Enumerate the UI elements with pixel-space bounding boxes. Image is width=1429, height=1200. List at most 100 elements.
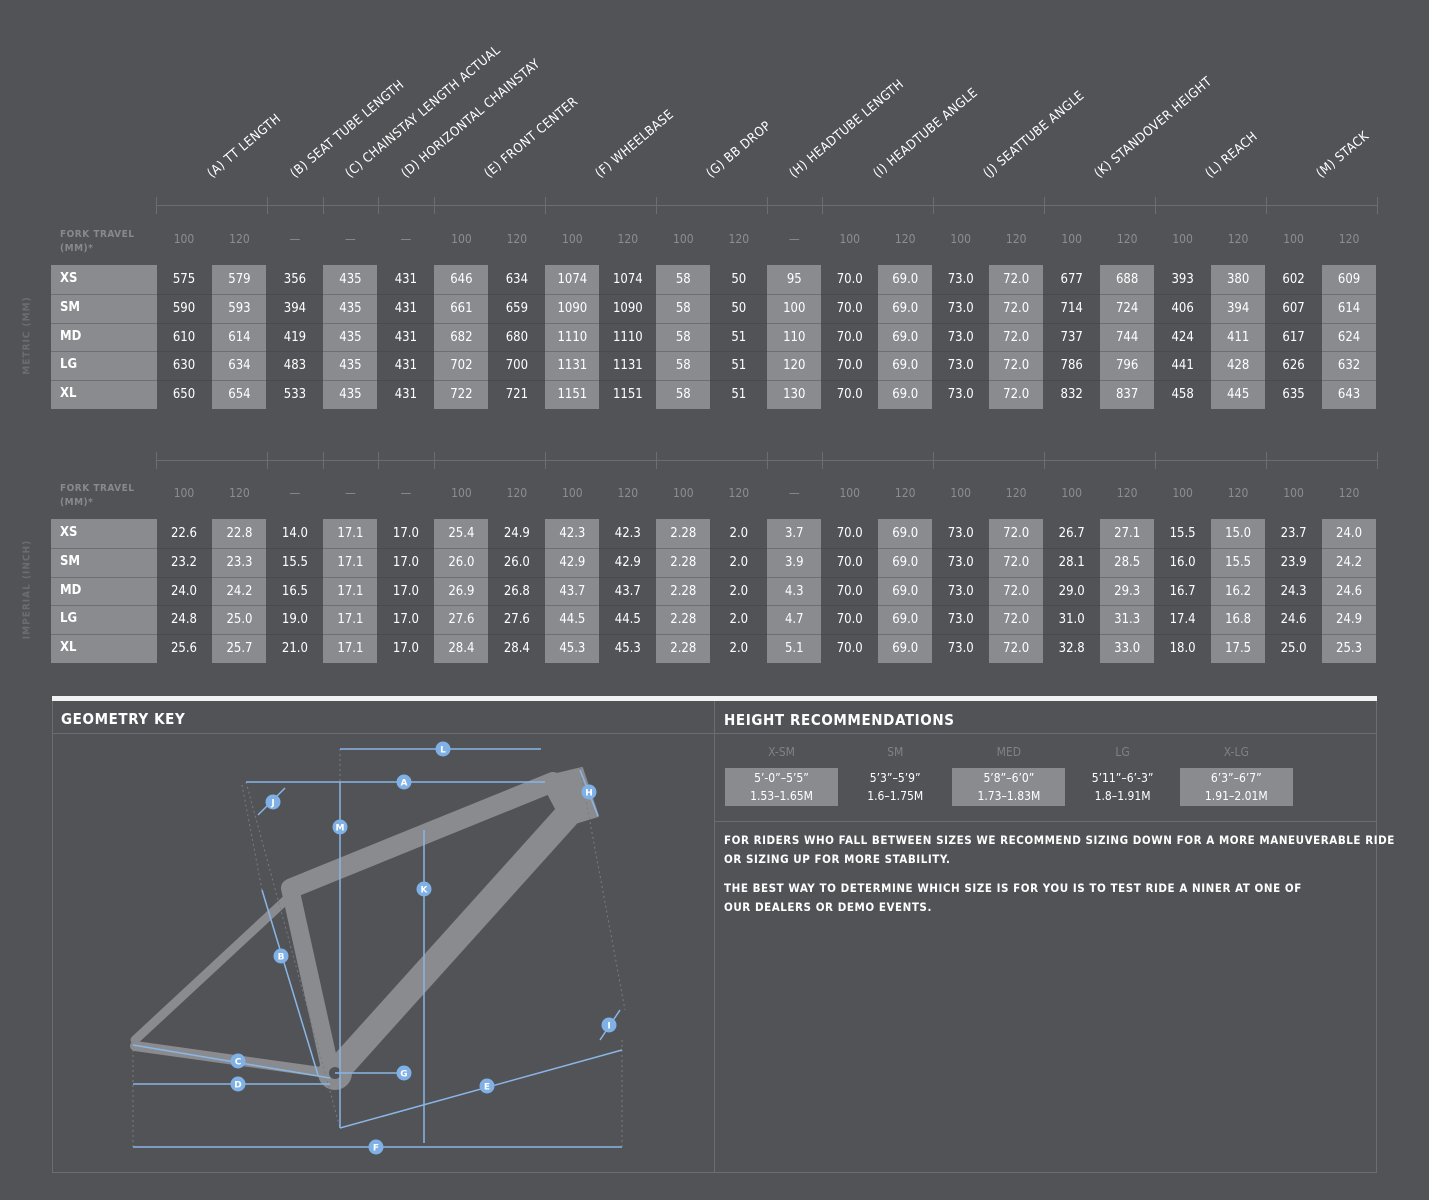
value-cell: 25.0: [1280, 641, 1307, 657]
fork-travel: 100: [673, 232, 694, 246]
value-cell: 26.9: [448, 583, 475, 599]
value-cell: 58: [675, 300, 691, 316]
shaded-column: [434, 265, 489, 409]
value-cell: 69.0: [892, 554, 919, 570]
value-cell: 29.3: [1114, 583, 1141, 599]
bracket-tick: [322, 452, 324, 469]
panel-rule: [715, 821, 1377, 822]
value-cell: 72.0: [1003, 272, 1030, 287]
value-cell: 31.0: [1058, 612, 1085, 628]
note-line: FOR RIDERS WHO FALL BETWEEN SIZES WE REC…: [724, 833, 1395, 847]
height-value: 5’-0”–5’5”: [754, 771, 809, 785]
fork-travel: 100: [451, 486, 472, 500]
fork-travel: 100: [173, 232, 195, 246]
height-box: 5’-0”–5’5” 1.53–1.65M: [725, 768, 838, 806]
value-cell: 431: [394, 358, 418, 374]
fork-travel: 120: [1005, 486, 1027, 500]
shaded-column: [323, 519, 378, 663]
value-cell: 51: [731, 387, 747, 403]
shaded-column: [878, 265, 933, 409]
fork-travel: 100: [839, 232, 861, 246]
height-value: 5’3”–5’9”: [869, 771, 921, 785]
value-cell: 714: [1060, 300, 1083, 316]
fork-travel: 100: [1061, 232, 1082, 246]
value-cell: 394: [1226, 300, 1250, 316]
value-cell: 21.0: [281, 641, 308, 657]
value-cell: 1151: [612, 387, 643, 403]
bracket-tick: [1265, 197, 1267, 214]
value-cell: 435: [339, 272, 362, 287]
size-label: XL: [60, 386, 77, 402]
marker: M: [332, 819, 348, 835]
value-cell: 635: [1282, 387, 1305, 403]
value-cell: 42.3: [559, 526, 586, 541]
value-cell: 50: [731, 300, 747, 316]
bracket-tick: [322, 197, 324, 214]
fork-travel: —: [289, 232, 301, 246]
value-cell: 73.0: [947, 387, 974, 403]
value-cell: 654: [228, 387, 251, 403]
value-cell: 609: [1337, 272, 1361, 287]
marker-label: J: [270, 799, 274, 809]
marker-label: F: [373, 1144, 379, 1154]
marker: C: [230, 1053, 246, 1069]
value-cell: 73.0: [947, 300, 974, 316]
value-cell: 17.0: [392, 526, 419, 541]
value-cell: 431: [394, 300, 418, 316]
value-cell: 4.7: [784, 612, 804, 628]
bracket-tick: [655, 197, 657, 214]
value-cell: 44.5: [559, 612, 586, 628]
marker: D: [230, 1076, 246, 1092]
value-cell: 394: [283, 300, 307, 316]
value-cell: 435: [339, 358, 362, 374]
fork-travel-label: FORK TRAVEL (MM)*: [60, 483, 135, 508]
geometry-key-title: GEOMETRY KEY: [61, 710, 186, 728]
shaded-column: [878, 519, 933, 663]
value-cell: 630: [172, 358, 196, 374]
value-cell: 17.1: [337, 583, 364, 599]
bracket-tick: [1043, 452, 1045, 469]
value-cell: 70.0: [836, 612, 863, 628]
shaded-column: [323, 265, 378, 409]
shaded-column: [1322, 265, 1377, 409]
bracket-tick: [433, 452, 435, 469]
value-cell: 22.6: [170, 526, 198, 541]
value-cell: 682: [450, 329, 473, 345]
value-cell: 16.8: [1225, 612, 1252, 628]
marker: A: [396, 774, 412, 790]
value-cell: 27.6: [503, 612, 530, 628]
value-cell: 724: [1115, 300, 1139, 316]
value-cell: 70.0: [836, 387, 863, 403]
value-cell: 2.28: [670, 554, 697, 570]
value-cell: 15.5: [1169, 526, 1196, 541]
value-cell: 70.0: [836, 272, 863, 287]
value-cell: 17.1: [337, 641, 364, 657]
marker-circle: [368, 1139, 384, 1155]
value-cell: 744: [1115, 329, 1139, 345]
value-cell: 650: [172, 387, 196, 403]
shaded-column: [1100, 265, 1155, 409]
value-cell: 32.8: [1058, 641, 1085, 657]
value-cell: 445: [1226, 387, 1250, 403]
value-cell: 626: [1282, 358, 1305, 374]
fork-travel: 100: [950, 486, 972, 500]
fork-travel: —: [400, 232, 412, 246]
marker-label: I: [607, 1022, 610, 1032]
value-cell: 2.28: [670, 612, 697, 628]
marker-circle: [265, 794, 281, 810]
value-cell: 23.2: [170, 554, 198, 570]
size-heading: X-LG: [1223, 745, 1249, 759]
marker-circle: [479, 1078, 495, 1094]
value-cell: 58: [675, 358, 691, 374]
value-cell: 73.0: [947, 526, 974, 541]
value-cell: 26.8: [503, 583, 530, 599]
value-cell: 634: [228, 358, 251, 374]
marker-label: E: [484, 1083, 490, 1093]
value-cell: 23.9: [1280, 554, 1307, 570]
value-cell: 69.0: [892, 612, 919, 628]
size-label: SM: [60, 299, 81, 315]
value-cell: 73.0: [947, 329, 974, 345]
value-cell: 45.3: [559, 641, 586, 657]
value-cell: 18.0: [1169, 641, 1196, 657]
size-label: LG: [60, 611, 78, 627]
